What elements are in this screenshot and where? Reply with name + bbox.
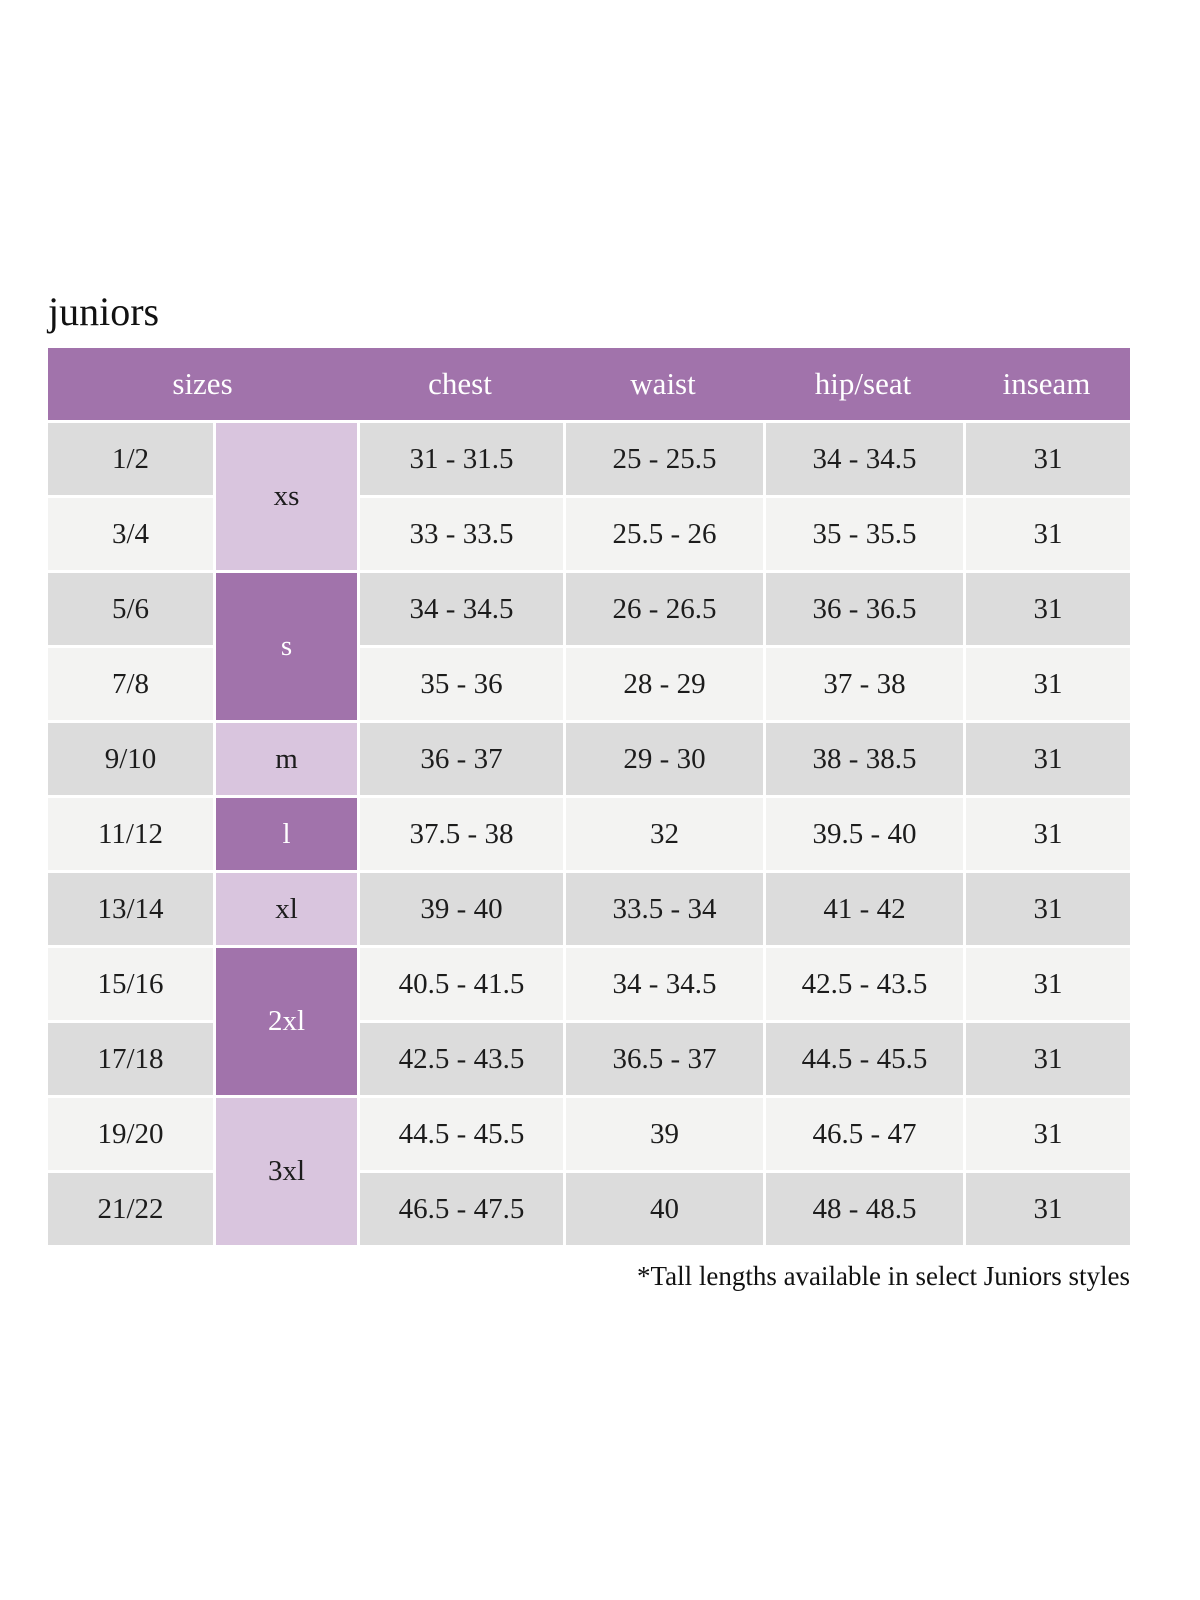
cell-chest: 35 - 36 (357, 645, 564, 720)
header-cell-inseam: inseam (963, 348, 1131, 420)
cell-waist: 39 (563, 1095, 764, 1170)
cell-size: 13/14 (48, 870, 213, 945)
cell-waist: 32 (563, 795, 764, 870)
cell-chest: 37.5 - 38 (357, 795, 564, 870)
cell-waist: 28 - 29 (563, 645, 764, 720)
size-chart-page: juniors sizes chest waist hip/seat insea… (48, 289, 1131, 1291)
header-cell-waist: waist (563, 348, 764, 420)
cell-size: 9/10 (48, 720, 213, 795)
cell-waist: 40 (563, 1170, 764, 1245)
cell-inseam: 31 (963, 570, 1131, 645)
header-row: sizes chest waist hip/seat inseam (48, 348, 1131, 420)
cell-waist: 34 - 34.5 (563, 945, 764, 1020)
cell-inseam: 31 (963, 945, 1131, 1020)
cell-size: 5/6 (48, 570, 213, 645)
cell-chest: 46.5 - 47.5 (357, 1170, 564, 1245)
cell-chest: 42.5 - 43.5 (357, 1020, 564, 1095)
letter-size-cell-xs: xs (213, 420, 358, 570)
cell-chest: 44.5 - 45.5 (357, 1095, 564, 1170)
cell-hip-seat: 37 - 38 (763, 645, 964, 720)
table-row: 15/16 2xl 40.5 - 41.5 34 - 34.5 42.5 - 4… (48, 945, 1131, 1095)
cell-hip-seat: 46.5 - 47 (763, 1095, 964, 1170)
cell-chest: 34 - 34.5 (357, 570, 564, 645)
cell-hip-seat: 48 - 48.5 (763, 1170, 964, 1245)
table-row: 5/6 s 34 - 34.5 26 - 26.5 36 - 36.5 31 (48, 570, 1131, 720)
cell-chest: 40.5 - 41.5 (357, 945, 564, 1020)
header-cell-chest: chest (357, 348, 564, 420)
cell-waist: 29 - 30 (563, 720, 764, 795)
cell-chest: 36 - 37 (357, 720, 564, 795)
cell-inseam: 31 (963, 795, 1131, 870)
table-row: 13/14 xl 39 - 40 33.5 - 34 41 - 42 31 (48, 870, 1131, 945)
header-cell-hip-seat: hip/seat (763, 348, 964, 420)
table-row: 3/4 33 - 33.5 25.5 - 26 35 - 35.5 31 (48, 495, 1131, 570)
cell-inseam: 31 (963, 1170, 1131, 1245)
cell-waist: 33.5 - 34 (563, 870, 764, 945)
cell-chest: 39 - 40 (357, 870, 564, 945)
cell-hip-seat: 36 - 36.5 (763, 570, 964, 645)
cell-size: 17/18 (48, 1020, 213, 1095)
cell-waist: 26 - 26.5 (563, 570, 764, 645)
cell-hip-seat: 35 - 35.5 (763, 495, 964, 570)
table-row: 7/8 35 - 36 28 - 29 37 - 38 31 (48, 645, 1131, 720)
cell-inseam: 31 (963, 495, 1131, 570)
cell-size: 11/12 (48, 795, 213, 870)
cell-waist: 25 - 25.5 (563, 420, 764, 495)
table-row: 17/18 42.5 - 43.5 36.5 - 37 44.5 - 45.5 … (48, 1020, 1131, 1095)
letter-size-cell-m: m (213, 720, 358, 795)
letter-size-cell-2xl: 2xl (213, 945, 358, 1095)
header-cell-sizes: sizes (48, 348, 358, 420)
cell-inseam: 31 (963, 870, 1131, 945)
cell-chest: 33 - 33.5 (357, 495, 564, 570)
cell-hip-seat: 44.5 - 45.5 (763, 1020, 964, 1095)
letter-size-cell-s: s (213, 570, 358, 720)
table-row: 11/12 l 37.5 - 38 32 39.5 - 40 31 (48, 795, 1131, 870)
letter-size-cell-xl: xl (213, 870, 358, 945)
cell-size: 7/8 (48, 645, 213, 720)
letter-size-cell-3xl: 3xl (213, 1095, 358, 1245)
cell-hip-seat: 42.5 - 43.5 (763, 945, 964, 1020)
cell-size: 19/20 (48, 1095, 213, 1170)
cell-inseam: 31 (963, 1020, 1131, 1095)
cell-inseam: 31 (963, 420, 1131, 495)
tall-lengths-footnote: *Tall lengths available in select Junior… (636, 1261, 1130, 1291)
cell-hip-seat: 39.5 - 40 (763, 795, 964, 870)
cell-hip-seat: 38 - 38.5 (763, 720, 964, 795)
cell-size: 1/2 (48, 420, 213, 495)
cell-size: 21/22 (48, 1170, 213, 1245)
table-row: 1/2 xs 31 - 31.5 25 - 25.5 34 - 34.5 31 (48, 420, 1131, 570)
letter-size-cell-l: l (213, 795, 358, 870)
cell-size: 3/4 (48, 495, 213, 570)
cell-waist: 25.5 - 26 (563, 495, 764, 570)
table-row: 19/20 3xl 44.5 - 45.5 39 46.5 - 47 31 (48, 1095, 1131, 1245)
cell-waist: 36.5 - 37 (563, 1020, 764, 1095)
table-row: 21/22 46.5 - 47.5 40 48 - 48.5 31 (48, 1170, 1131, 1245)
cell-chest: 31 - 31.5 (357, 420, 564, 495)
cell-size: 15/16 (48, 945, 213, 1020)
cell-inseam: 31 (963, 720, 1131, 795)
page-title: juniors (48, 289, 160, 334)
cell-hip-seat: 34 - 34.5 (763, 420, 964, 495)
juniors-size-chart-table: sizes chest waist hip/seat inseam 1/2 xs… (48, 348, 1131, 1245)
cell-inseam: 31 (963, 1095, 1131, 1170)
table-row: 9/10 m 36 - 37 29 - 30 38 - 38.5 31 (48, 720, 1131, 795)
cell-inseam: 31 (963, 645, 1131, 720)
cell-hip-seat: 41 - 42 (763, 870, 964, 945)
